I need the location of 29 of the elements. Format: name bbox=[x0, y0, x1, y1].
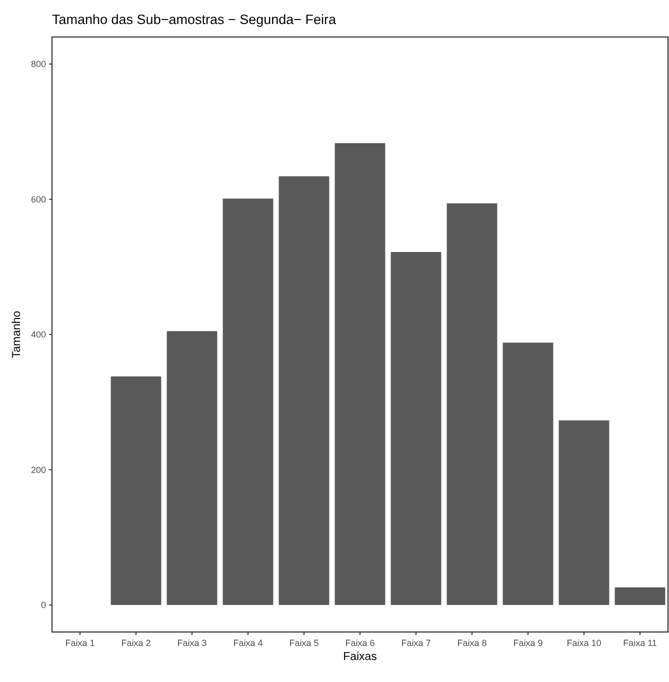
x-tick-label: Faixa 2 bbox=[121, 638, 151, 648]
x-tick-label: Faixa 9 bbox=[513, 638, 543, 648]
bar bbox=[502, 342, 554, 605]
x-tick-label: Faixa 11 bbox=[623, 638, 657, 648]
x-tick-label: Faixa 10 bbox=[566, 638, 602, 648]
bar bbox=[166, 331, 218, 605]
x-tick-label: Faixa 7 bbox=[401, 638, 431, 648]
bar bbox=[614, 587, 666, 605]
bar bbox=[558, 420, 610, 605]
x-tick-label: Faixa 6 bbox=[345, 638, 375, 648]
bar bbox=[110, 376, 162, 605]
x-tick-label: Faixa 3 bbox=[177, 638, 207, 648]
bar bbox=[446, 203, 498, 605]
y-tick-label: 600 bbox=[30, 194, 46, 204]
x-axis-title: Faixas bbox=[343, 651, 378, 663]
bar bbox=[334, 143, 386, 605]
y-axis-title: Tamanho bbox=[11, 310, 23, 358]
bar bbox=[222, 198, 274, 605]
x-tick-label: Faixa 5 bbox=[289, 638, 319, 648]
x-tick-label: Faixa 1 bbox=[65, 638, 95, 648]
y-tick-label: 400 bbox=[30, 330, 46, 340]
y-tick-label: 800 bbox=[30, 59, 46, 70]
chart-title: Tamanho das Sub−amostras − Segunda− Feira bbox=[52, 12, 337, 27]
x-tick-label: Faixa 4 bbox=[233, 638, 263, 648]
bar bbox=[390, 252, 442, 605]
x-tick-label: Faixa 8 bbox=[457, 638, 487, 648]
bar bbox=[278, 176, 330, 605]
y-tick-label: 200 bbox=[30, 464, 46, 475]
y-tick-label: 0 bbox=[40, 600, 46, 610]
